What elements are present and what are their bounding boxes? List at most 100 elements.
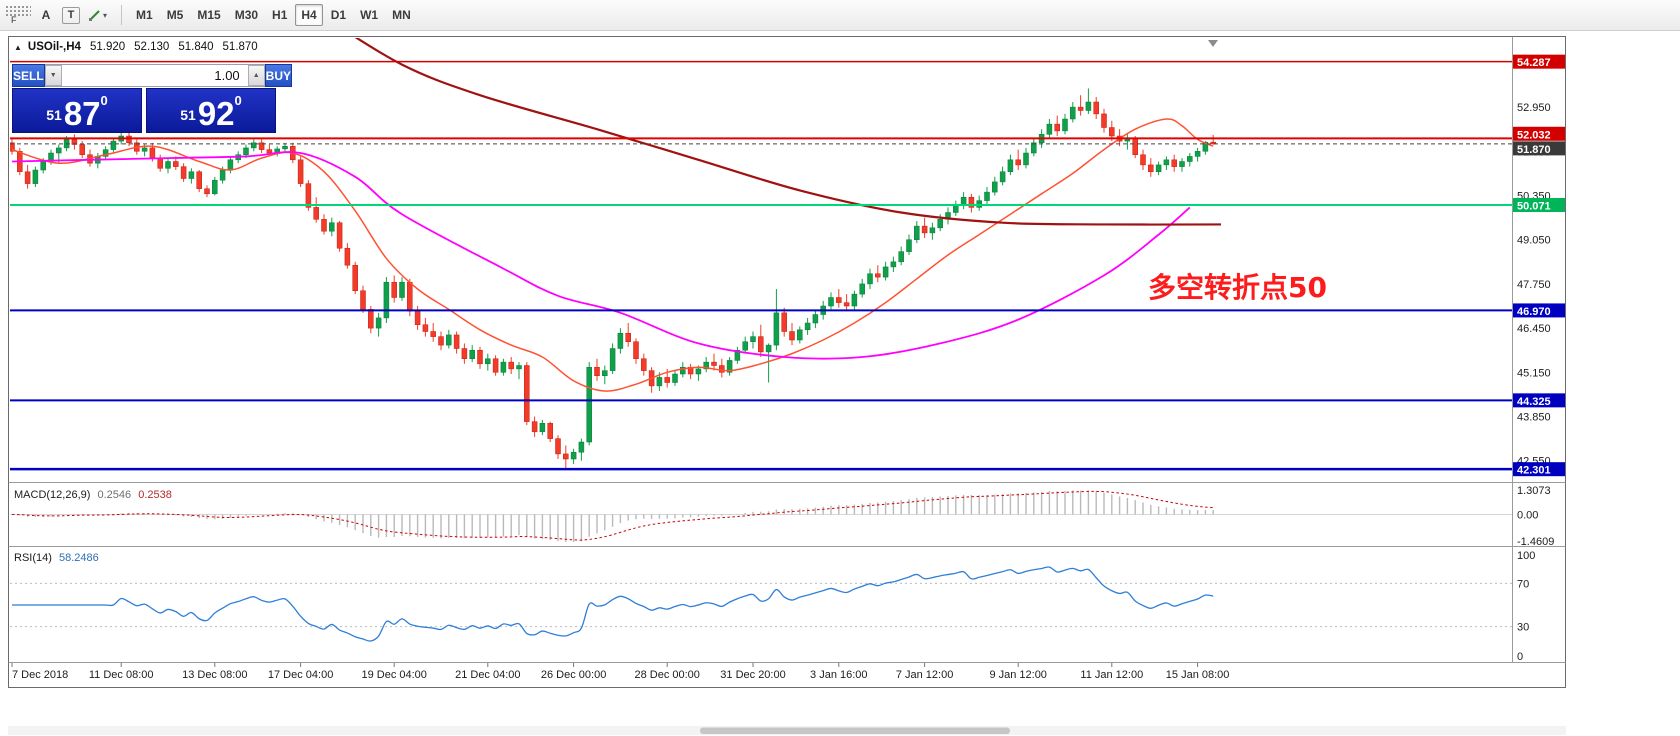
price-tag-54.287 bbox=[1513, 54, 1565, 69]
buy-price-sup: 0 bbox=[234, 93, 242, 108]
volume-input[interactable] bbox=[61, 65, 248, 86]
chart-window-frame bbox=[8, 36, 1566, 688]
ma-slow-line bbox=[354, 38, 1222, 226]
time-axis-label: 7 Dec 2018 bbox=[12, 669, 68, 681]
figures-label: F bbox=[11, 15, 17, 25]
caret-down-icon: ▾ bbox=[103, 10, 108, 20]
symbol-period-label: USOil-,H4 bbox=[27, 41, 81, 53]
buy-button[interactable]: BUY bbox=[264, 64, 293, 87]
one-click-trading-panel: SELL ▼ ▲ BUY 51 87 0 51 92 0 bbox=[12, 64, 293, 133]
price-tag-51.870 bbox=[1513, 141, 1565, 156]
rsi-value: 58.2486 bbox=[58, 552, 99, 564]
macd-value-main: 0.2546 bbox=[97, 489, 132, 501]
timeframe-button-D1[interactable]: D1 bbox=[325, 4, 352, 26]
rsi-indicator-label: RSI(14) 58.2486 bbox=[14, 552, 99, 564]
timeframe-button-M1[interactable]: M1 bbox=[130, 4, 159, 26]
time-axis-label: 31 Dec 20:00 bbox=[720, 669, 785, 681]
volume-decrease-button[interactable]: ▼ bbox=[44, 65, 62, 86]
macd-signal-line bbox=[11, 490, 1214, 541]
ohlc-close: 51.870 bbox=[222, 41, 258, 53]
ohlc-open: 51.920 bbox=[89, 41, 126, 53]
rsi-axis-label: 100 bbox=[1517, 550, 1535, 562]
price-tag-text: 46.970 bbox=[1517, 306, 1551, 318]
buy-price-prefix: 51 bbox=[180, 107, 196, 123]
macd-value-signal: 0.2538 bbox=[138, 489, 172, 501]
price-tag-text: 54.287 bbox=[1517, 57, 1551, 69]
text-tool-button[interactable]: T bbox=[62, 6, 80, 24]
volume-increase-button[interactable]: ▲ bbox=[247, 65, 265, 86]
chart-ohlc-header: ▲ USOil-,H4 51.920 52.130 51.840 51.870 bbox=[14, 41, 258, 53]
ma-mid-line bbox=[11, 151, 1191, 360]
sell-button[interactable]: SELL bbox=[12, 64, 45, 87]
price-axis-label: 46.450 bbox=[1517, 323, 1551, 335]
time-axis-label: 7 Jan 12:00 bbox=[896, 669, 954, 681]
direction-up-icon: ▲ bbox=[14, 42, 22, 52]
timeframe-buttons: M1 M5 M15 M30 H1 H4 D1 W1 MN bbox=[129, 4, 418, 26]
volume-control: ▼ ▲ bbox=[44, 64, 265, 87]
price-axis-label: 47.750 bbox=[1517, 279, 1551, 291]
diagonal-line-icon bbox=[89, 9, 100, 21]
main-price-panel bbox=[10, 38, 1512, 471]
sell-price-prefix: 51 bbox=[46, 107, 62, 123]
macd-name: MACD(12,26,9) bbox=[14, 489, 91, 501]
sell-price-sup: 0 bbox=[100, 93, 108, 108]
price-axis-label: 43.850 bbox=[1517, 412, 1551, 424]
ohlc-low: 51.840 bbox=[178, 41, 214, 53]
macd-axis-label: -1.4609 bbox=[1517, 536, 1554, 548]
price-axis-label: 49.050 bbox=[1517, 235, 1551, 247]
timeframe-button-H1[interactable]: H1 bbox=[266, 4, 293, 26]
ma-fast-line bbox=[11, 118, 1214, 392]
timeframe-button-W1[interactable]: W1 bbox=[354, 4, 384, 26]
time-axis-label: 3 Jan 16:00 bbox=[810, 669, 868, 681]
horizontal-scrollbar-thumb[interactable] bbox=[700, 727, 1010, 735]
timeframe-button-M30[interactable]: M30 bbox=[229, 4, 264, 26]
timeframe-button-H4[interactable]: H4 bbox=[295, 4, 323, 26]
sell-price-display[interactable]: 51 87 0 bbox=[12, 88, 142, 133]
rsi-axis-label: 30 bbox=[1517, 622, 1529, 634]
timeframe-button-M15[interactable]: M15 bbox=[191, 4, 226, 26]
timeframe-button-M5[interactable]: M5 bbox=[161, 4, 190, 26]
macd-indicator-label: MACD(12,26,9) 0.2546 0.2538 bbox=[14, 489, 172, 501]
time-axis-label: 19 Dec 04:00 bbox=[361, 669, 426, 681]
timeframe-button-MN[interactable]: MN bbox=[386, 4, 417, 26]
time-axis-label: 15 Jan 08:00 bbox=[1166, 669, 1230, 681]
dots-grid-icon bbox=[5, 5, 31, 16]
time-axis-label: 21 Dec 04:00 bbox=[455, 669, 520, 681]
price-tag-50.071 bbox=[1513, 198, 1565, 212]
buy-price-display[interactable]: 51 92 0 bbox=[146, 88, 276, 133]
figures-palette-button[interactable]: F bbox=[5, 5, 31, 25]
price-tag-44.325 bbox=[1513, 393, 1565, 408]
macd-axis-label: 1.3073 bbox=[1517, 485, 1551, 497]
rsi-axis-label: 0 bbox=[1517, 651, 1523, 663]
rsi-name: RSI(14) bbox=[14, 552, 52, 564]
top-toolbar: F A T ▾ M1 M5 M15 M30 H1 H4 D1 W1 MN bbox=[0, 0, 1680, 31]
price-tag-text: 42.301 bbox=[1517, 465, 1551, 477]
buy-price-big: 92 bbox=[197, 94, 235, 132]
time-axis-label: 28 Dec 00:00 bbox=[634, 669, 699, 681]
price-axis-label: 45.150 bbox=[1517, 367, 1551, 379]
rsi-line bbox=[12, 566, 1214, 642]
toolbar-separator bbox=[121, 5, 123, 25]
time-axis-label: 17 Dec 04:00 bbox=[268, 669, 333, 681]
drawing-tools-dropdown-button[interactable]: ▾ bbox=[82, 4, 113, 26]
price-tag-text: 52.032 bbox=[1517, 129, 1551, 141]
price-axis-label: 52.950 bbox=[1517, 102, 1551, 114]
candlesticks bbox=[10, 88, 1216, 470]
rsi-panel bbox=[10, 566, 1512, 642]
time-axis-label: 26 Dec 00:00 bbox=[541, 669, 606, 681]
price-tag-52.032 bbox=[1513, 126, 1565, 141]
price-tag-text: 51.870 bbox=[1517, 144, 1551, 156]
chart-shift-marker-icon[interactable] bbox=[1208, 40, 1218, 47]
time-axis-label: 11 Dec 08:00 bbox=[89, 669, 154, 681]
time-axis-label: 9 Jan 12:00 bbox=[989, 669, 1047, 681]
rsi-axis-label: 70 bbox=[1517, 578, 1529, 590]
price-tag-46.970 bbox=[1513, 303, 1565, 318]
ohlc-high: 52.130 bbox=[134, 41, 170, 53]
sell-price-big: 87 bbox=[63, 94, 101, 132]
price-tag-text: 44.325 bbox=[1517, 396, 1551, 408]
price-tag-text: 50.071 bbox=[1517, 201, 1551, 213]
text-label-tool-button[interactable]: A bbox=[35, 4, 57, 26]
time-axis-label: 11 Jan 12:00 bbox=[1080, 669, 1143, 681]
